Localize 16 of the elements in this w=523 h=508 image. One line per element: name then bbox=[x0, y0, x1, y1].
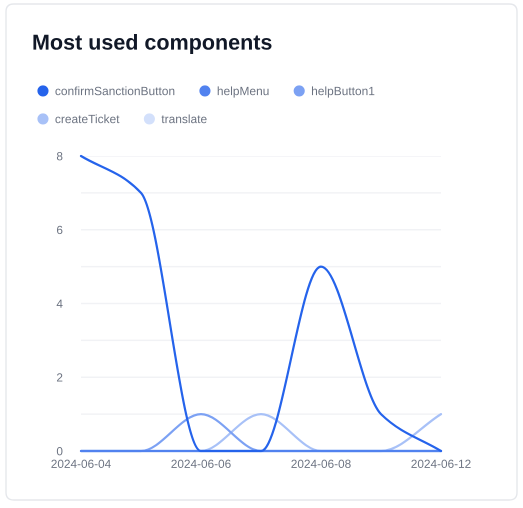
y-tick-label: 2 bbox=[56, 373, 62, 382]
legend-label: helpMenu bbox=[218, 86, 269, 98]
line-series bbox=[80, 154, 442, 452]
x-tick-label: 2024-06-06 bbox=[171, 460, 231, 468]
chart-title: Most used components bbox=[33, 34, 272, 54]
legend-label: confirmSanctionButton bbox=[55, 86, 174, 96]
y-tick-label: 8 bbox=[56, 152, 62, 160]
legend-label: createTicket bbox=[55, 114, 120, 124]
x-tick-label: 2024-06-08 bbox=[291, 460, 351, 468]
x-tick-label: 2024-06-04 bbox=[51, 460, 111, 468]
y-tick-label: 4 bbox=[56, 300, 63, 308]
y-tick-label: 6 bbox=[56, 226, 62, 234]
y-tick-label: 0 bbox=[56, 447, 62, 456]
x-tick-label: 2024-06-12 bbox=[411, 460, 471, 468]
legend-label: translate bbox=[162, 114, 207, 124]
legend-label: helpButton1 bbox=[312, 86, 374, 98]
